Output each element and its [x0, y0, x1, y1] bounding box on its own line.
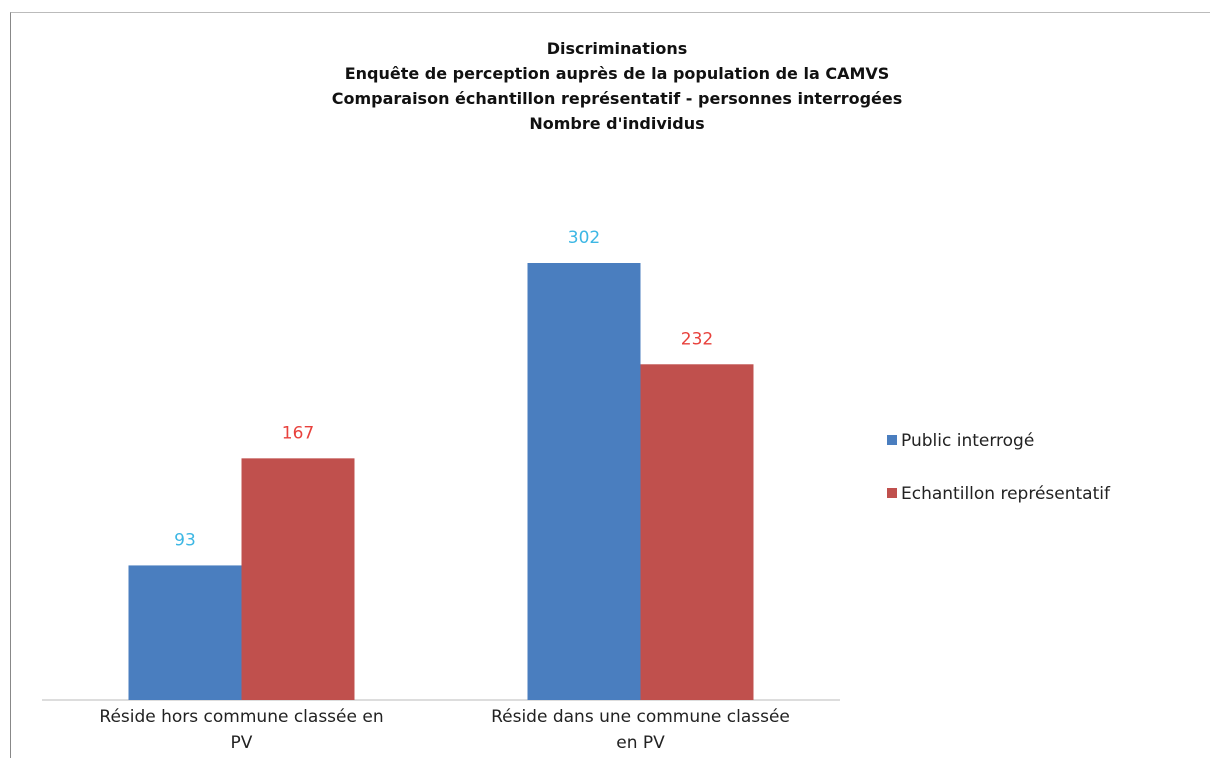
- bar: [527, 263, 641, 700]
- bar: [241, 458, 355, 700]
- data-label: 302: [568, 228, 600, 248]
- data-label: 232: [681, 329, 713, 349]
- bar: [640, 364, 754, 700]
- x-tick-label: Réside dans une commune classée en PV: [491, 707, 790, 753]
- data-label: 167: [282, 423, 314, 443]
- x-tick-label: Réside hors commune classée en PV: [99, 707, 384, 753]
- legend-label: Public interrogé: [901, 431, 1034, 451]
- chart-frame: [10, 12, 1210, 758]
- legend-swatch: [887, 435, 897, 445]
- bar: [128, 565, 242, 700]
- chart-title: Discriminations Enquête de perception au…: [331, 39, 903, 133]
- data-label: 93: [174, 530, 196, 550]
- legend-label: Echantillon représentatif: [901, 484, 1111, 504]
- legend-swatch: [887, 488, 897, 498]
